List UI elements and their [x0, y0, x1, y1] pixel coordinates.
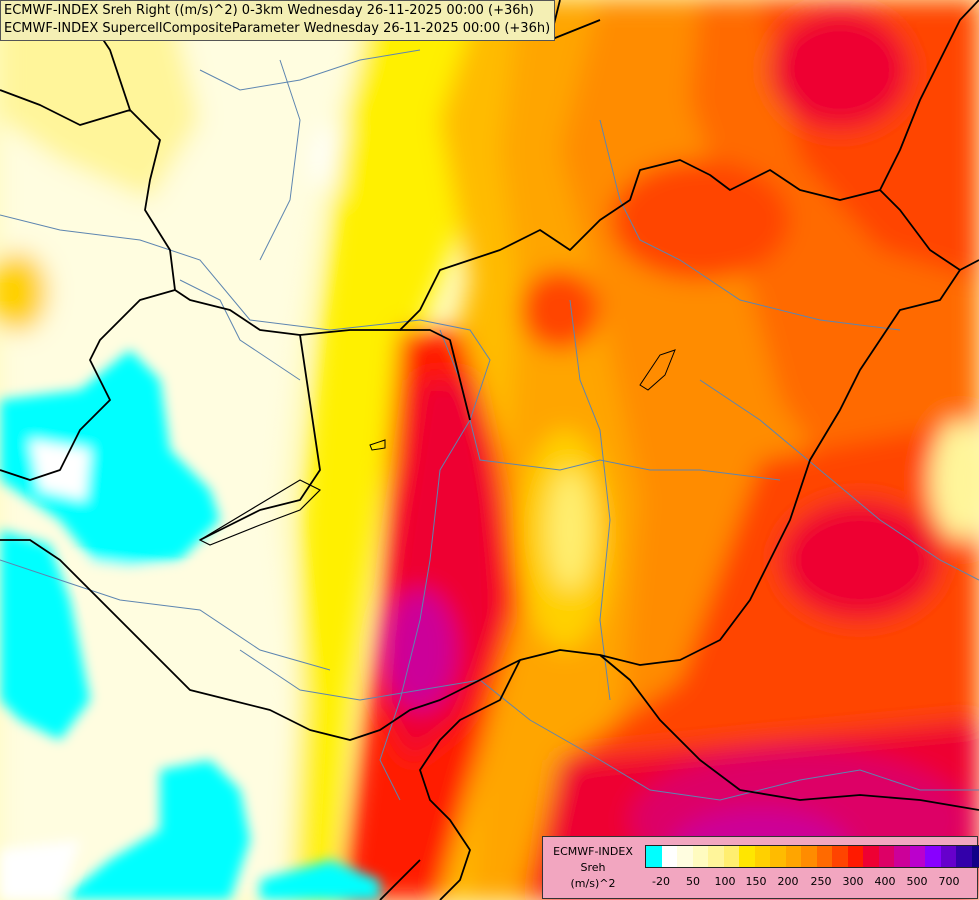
small-lake [369, 439, 386, 451]
legend-swatch [708, 846, 724, 867]
legend-title-2: Sreh [580, 861, 606, 874]
legend-swatch [878, 846, 894, 867]
small-lake-east [639, 349, 676, 391]
legend-tick-label: -20 [652, 875, 670, 888]
legend-tick-label: 300 [842, 875, 864, 888]
legend-tick-label: 200 [777, 875, 799, 888]
lake-balaton [198, 479, 322, 546]
legend-swatch [801, 846, 817, 867]
legend-swatch [661, 846, 677, 867]
header-line-1: ECMWF-INDEX Sreh Right ((m/s)^2) 0-3km W… [4, 3, 534, 18]
legend-swatch [754, 846, 770, 867]
legend-swatch [646, 846, 662, 867]
legend-swatch [971, 846, 979, 867]
legend-swatch [956, 846, 972, 867]
legend-swatch [894, 846, 910, 867]
legend-tick-label: 250 [810, 875, 832, 888]
legend-swatch [785, 846, 801, 867]
legend-swatch [847, 846, 863, 867]
legend-tick-label: 700 [938, 875, 960, 888]
color-legend: ECMWF-INDEX Sreh (m/s)^2 -20 50 100 150 200 2… [542, 836, 979, 899]
negative-sreh-areas [0, 350, 380, 900]
legend-swatch [739, 846, 755, 867]
legend-swatch [816, 846, 832, 867]
legend-swatch [692, 846, 708, 867]
legend-swatch [925, 846, 941, 867]
legend-tick-label: 50 [686, 875, 700, 888]
legend-tick-label: 500 [906, 875, 928, 888]
legend-swatch [863, 846, 879, 867]
legend-swatch [723, 846, 739, 867]
legend-tick-label: 400 [874, 875, 896, 888]
legend-title-3: (m/s)^2 [570, 877, 616, 890]
legend-swatch [940, 846, 956, 867]
legend-swatch [677, 846, 693, 867]
legend-title-1: ECMWF-INDEX [553, 845, 633, 858]
map-header: ECMWF-INDEX Sreh Right ((m/s)^2) 0-3km W… [0, 0, 556, 41]
legend-swatches [645, 845, 979, 868]
legend-swatch [770, 846, 786, 867]
legend-tick-label: 100 [714, 875, 736, 888]
legend-tick-label: 150 [745, 875, 767, 888]
legend-swatch [909, 846, 925, 867]
legend-swatch [832, 846, 848, 867]
header-line-2: ECMWF-INDEX SupercellCompositeParameter … [4, 21, 551, 36]
